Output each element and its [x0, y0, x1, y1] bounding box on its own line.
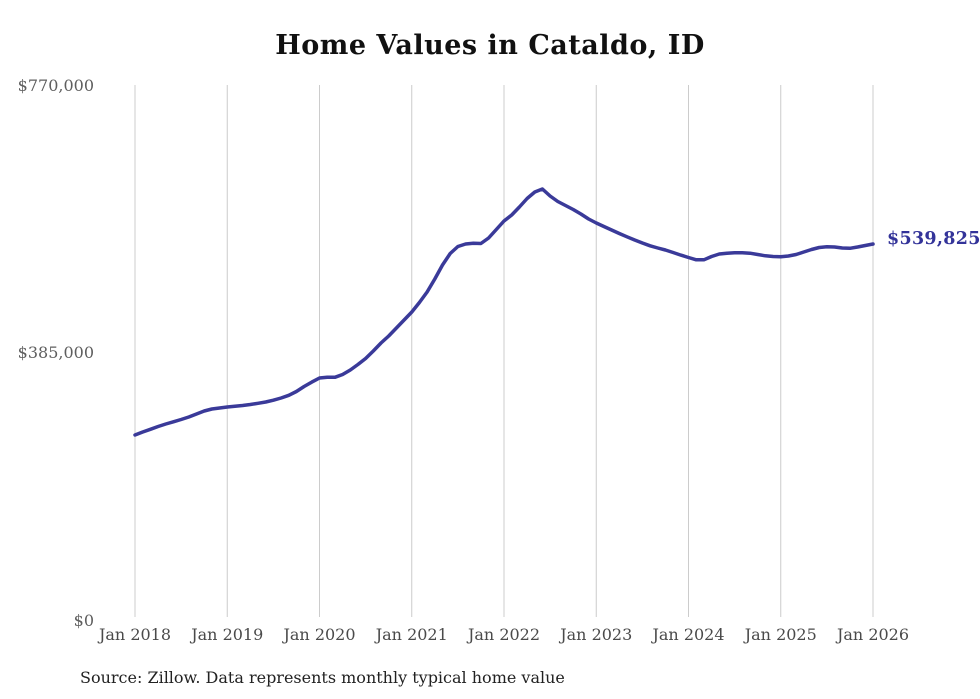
x-tick-label: Jan 2022 [467, 625, 541, 644]
x-tick-label: Jan 2023 [560, 625, 633, 644]
x-tick-label: Jan 2018 [98, 625, 172, 644]
home-value-line [133, 187, 875, 437]
x-tick-label: Jan 2021 [375, 625, 448, 644]
x-tick-label: Jan 2020 [283, 625, 356, 644]
source-note: Source: Zillow. Data represents monthly … [80, 668, 565, 687]
x-tick-label: Jan 2025 [744, 625, 817, 644]
y-tick-label-770000: $770,000 [17, 76, 94, 95]
chart-title: Home Values in Cataldo, ID [275, 30, 705, 61]
x-tick-label: Jan 2026 [836, 625, 910, 644]
y-tick-label-0: $0 [73, 611, 94, 630]
x-tick-label: Jan 2019 [191, 625, 264, 644]
y-tick-label-385000: $385,000 [17, 343, 94, 362]
x-tick-label: Jan 2024 [652, 625, 725, 644]
last-value-label: $539,825 [887, 229, 980, 249]
